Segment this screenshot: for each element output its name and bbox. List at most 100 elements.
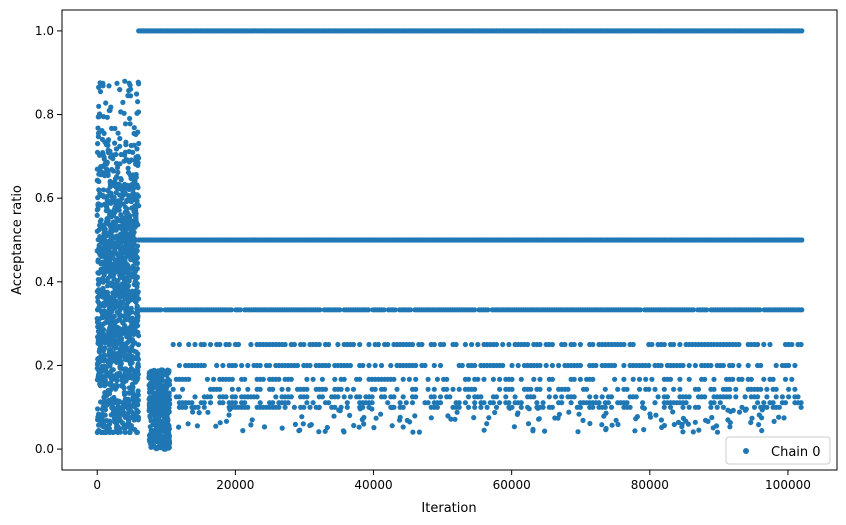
data-point (400, 424, 406, 430)
data-point (101, 278, 107, 284)
data-point (764, 394, 770, 400)
data-point (111, 271, 117, 277)
data-point (526, 406, 532, 412)
data-point (375, 341, 381, 348)
data-point (431, 386, 437, 392)
data-point (107, 255, 113, 261)
legend-label: Chain 0 (771, 445, 821, 460)
data-point (129, 251, 135, 257)
data-point (119, 285, 125, 291)
data-point (102, 373, 108, 379)
data-point (773, 394, 779, 400)
data-point (621, 376, 627, 382)
data-point (118, 183, 124, 189)
data-point (304, 400, 310, 406)
data-point (120, 99, 126, 105)
data-point (497, 376, 503, 382)
data-point (799, 307, 805, 313)
data-point (95, 324, 101, 330)
data-point (437, 362, 444, 369)
data-point (114, 215, 120, 222)
data-point (301, 404, 307, 410)
data-point (755, 400, 761, 406)
data-point (125, 375, 131, 381)
data-point (121, 228, 127, 234)
data-point (742, 394, 748, 400)
data-point (378, 362, 385, 369)
data-point (95, 281, 101, 287)
data-point (105, 172, 111, 178)
data-point (795, 394, 801, 400)
data-point (507, 405, 513, 411)
data-point (165, 429, 172, 435)
legend: Chain 0 (725, 436, 831, 465)
data-point (536, 416, 542, 422)
data-point (245, 362, 251, 369)
data-point (120, 347, 126, 353)
data-point (338, 386, 344, 392)
data-point (497, 400, 503, 406)
data-point (135, 388, 141, 394)
data-point (366, 362, 372, 369)
data-point (593, 362, 599, 369)
data-point (113, 352, 119, 358)
data-point (509, 376, 515, 382)
data-point (456, 400, 462, 406)
data-point (113, 146, 119, 152)
data-point (97, 383, 103, 389)
data-point (407, 419, 413, 425)
data-point (134, 110, 140, 116)
data-point (237, 307, 243, 313)
data-point (493, 394, 500, 400)
data-point (192, 341, 198, 348)
data-point (636, 376, 643, 382)
data-point (624, 400, 630, 406)
data-point (490, 376, 496, 382)
data-point (104, 216, 110, 222)
data-point (118, 109, 124, 115)
data-point (146, 402, 152, 408)
data-point (125, 405, 131, 411)
data-point (133, 131, 139, 137)
data-point (686, 376, 692, 382)
data-point (130, 191, 136, 197)
data-point (459, 362, 465, 369)
data-point (94, 212, 100, 218)
data-point (134, 91, 140, 97)
data-point (108, 104, 114, 110)
data-point (525, 421, 532, 427)
data-point (337, 408, 343, 414)
data-point (472, 400, 478, 406)
data-point (680, 404, 686, 410)
data-point (425, 400, 431, 406)
data-point (481, 427, 487, 433)
data-point (113, 318, 119, 325)
data-point (786, 394, 792, 400)
data-point (727, 394, 733, 400)
data-point (126, 351, 133, 357)
x-tick-label: 80000 (631, 478, 669, 492)
data-point (525, 341, 531, 348)
data-point (110, 429, 116, 435)
data-point (437, 400, 444, 406)
data-point (135, 356, 141, 362)
data-point (194, 423, 200, 429)
data-point (131, 208, 137, 214)
data-point (166, 397, 173, 403)
y-tick-label: 0.6 (35, 191, 54, 205)
data-point (612, 376, 618, 382)
data-point (649, 376, 655, 382)
data-point (365, 307, 372, 313)
data-point (116, 207, 122, 213)
data-point (242, 400, 248, 406)
data-point (155, 368, 161, 374)
data-point (537, 362, 543, 369)
data-point (326, 362, 332, 369)
data-point (431, 341, 437, 348)
data-point (661, 404, 667, 410)
data-point (647, 414, 654, 420)
data-point (103, 260, 110, 266)
data-point (409, 400, 416, 406)
data-point (792, 386, 798, 392)
data-point (799, 28, 805, 34)
